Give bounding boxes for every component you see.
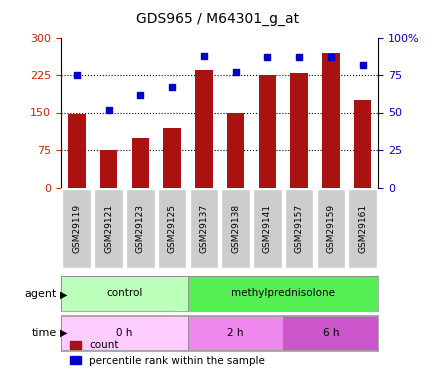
FancyBboxPatch shape — [61, 316, 187, 350]
Bar — [258, 75, 276, 188]
FancyBboxPatch shape — [189, 189, 217, 268]
Text: GSM29159: GSM29159 — [326, 204, 335, 254]
Bar — [194, 70, 212, 188]
Point — [105, 106, 112, 112]
Bar — [321, 53, 339, 188]
Text: GSM29161: GSM29161 — [357, 204, 366, 254]
Bar — [226, 112, 244, 188]
Bar — [353, 100, 371, 188]
Point — [168, 84, 175, 90]
FancyBboxPatch shape — [187, 316, 283, 350]
FancyBboxPatch shape — [62, 189, 91, 268]
Text: GSM29125: GSM29125 — [167, 204, 176, 253]
FancyBboxPatch shape — [126, 189, 154, 268]
Text: ▶: ▶ — [60, 290, 67, 299]
Text: time: time — [31, 328, 56, 338]
Bar — [163, 128, 181, 188]
Text: 0 h: 0 h — [116, 328, 132, 338]
Point — [358, 62, 365, 68]
Text: GSM29119: GSM29119 — [72, 204, 81, 254]
Text: 2 h: 2 h — [227, 328, 243, 338]
FancyBboxPatch shape — [253, 189, 281, 268]
FancyBboxPatch shape — [316, 189, 344, 268]
Bar — [99, 150, 117, 188]
Bar — [131, 138, 149, 188]
FancyBboxPatch shape — [283, 316, 378, 350]
Point — [327, 54, 334, 60]
Text: agent: agent — [24, 290, 56, 299]
Point — [232, 69, 239, 75]
Point — [295, 54, 302, 60]
Bar — [68, 114, 85, 188]
Text: GSM29141: GSM29141 — [262, 204, 271, 253]
Text: 6 h: 6 h — [322, 328, 338, 338]
Text: GDS965 / M64301_g_at: GDS965 / M64301_g_at — [135, 12, 299, 26]
FancyBboxPatch shape — [61, 276, 187, 310]
FancyBboxPatch shape — [94, 189, 122, 268]
Text: GSM29138: GSM29138 — [230, 204, 240, 254]
Point — [73, 72, 80, 78]
FancyBboxPatch shape — [348, 189, 376, 268]
Point — [263, 54, 270, 60]
FancyBboxPatch shape — [221, 189, 249, 268]
Text: GSM29137: GSM29137 — [199, 204, 208, 254]
Text: GSM29123: GSM29123 — [135, 204, 145, 253]
Point — [137, 92, 144, 98]
FancyBboxPatch shape — [284, 189, 312, 268]
Text: ▶: ▶ — [60, 328, 67, 338]
Text: GSM29121: GSM29121 — [104, 204, 113, 253]
Bar — [289, 72, 307, 188]
Text: GSM29157: GSM29157 — [294, 204, 303, 254]
Legend: count, percentile rank within the sample: count, percentile rank within the sample — [66, 336, 269, 370]
FancyBboxPatch shape — [187, 276, 378, 310]
Point — [200, 53, 207, 58]
Text: control: control — [106, 288, 142, 298]
Text: methylprednisolone: methylprednisolone — [230, 288, 335, 298]
FancyBboxPatch shape — [158, 189, 186, 268]
